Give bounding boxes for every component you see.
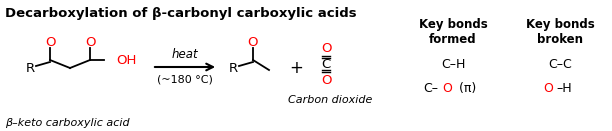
Text: O: O [248, 36, 258, 48]
Text: O: O [45, 36, 55, 48]
Text: R: R [228, 61, 237, 75]
Text: Key bonds
formed: Key bonds formed [419, 18, 487, 46]
Text: O: O [321, 42, 331, 54]
Text: OH: OH [116, 53, 136, 67]
Text: heat: heat [172, 48, 198, 61]
Text: C: C [321, 58, 330, 70]
Text: (~180 °C): (~180 °C) [157, 74, 213, 84]
Text: Key bonds
broken: Key bonds broken [526, 18, 594, 46]
Text: C–C: C–C [548, 59, 572, 72]
Text: O: O [543, 81, 553, 94]
Text: β–keto carboxylic acid: β–keto carboxylic acid [5, 118, 130, 128]
Text: O: O [321, 73, 331, 86]
Text: O: O [442, 81, 452, 94]
Text: C–: C– [424, 81, 438, 94]
Text: Decarboxylation of β-carbonyl carboxylic acids: Decarboxylation of β-carbonyl carboxylic… [5, 7, 357, 20]
Text: –H: –H [556, 81, 572, 94]
Text: C–H: C–H [441, 59, 465, 72]
Text: Carbon dioxide: Carbon dioxide [288, 95, 372, 105]
Text: O: O [84, 36, 95, 48]
Text: R: R [26, 61, 34, 75]
Text: +: + [289, 59, 303, 77]
Text: (π): (π) [455, 81, 477, 94]
